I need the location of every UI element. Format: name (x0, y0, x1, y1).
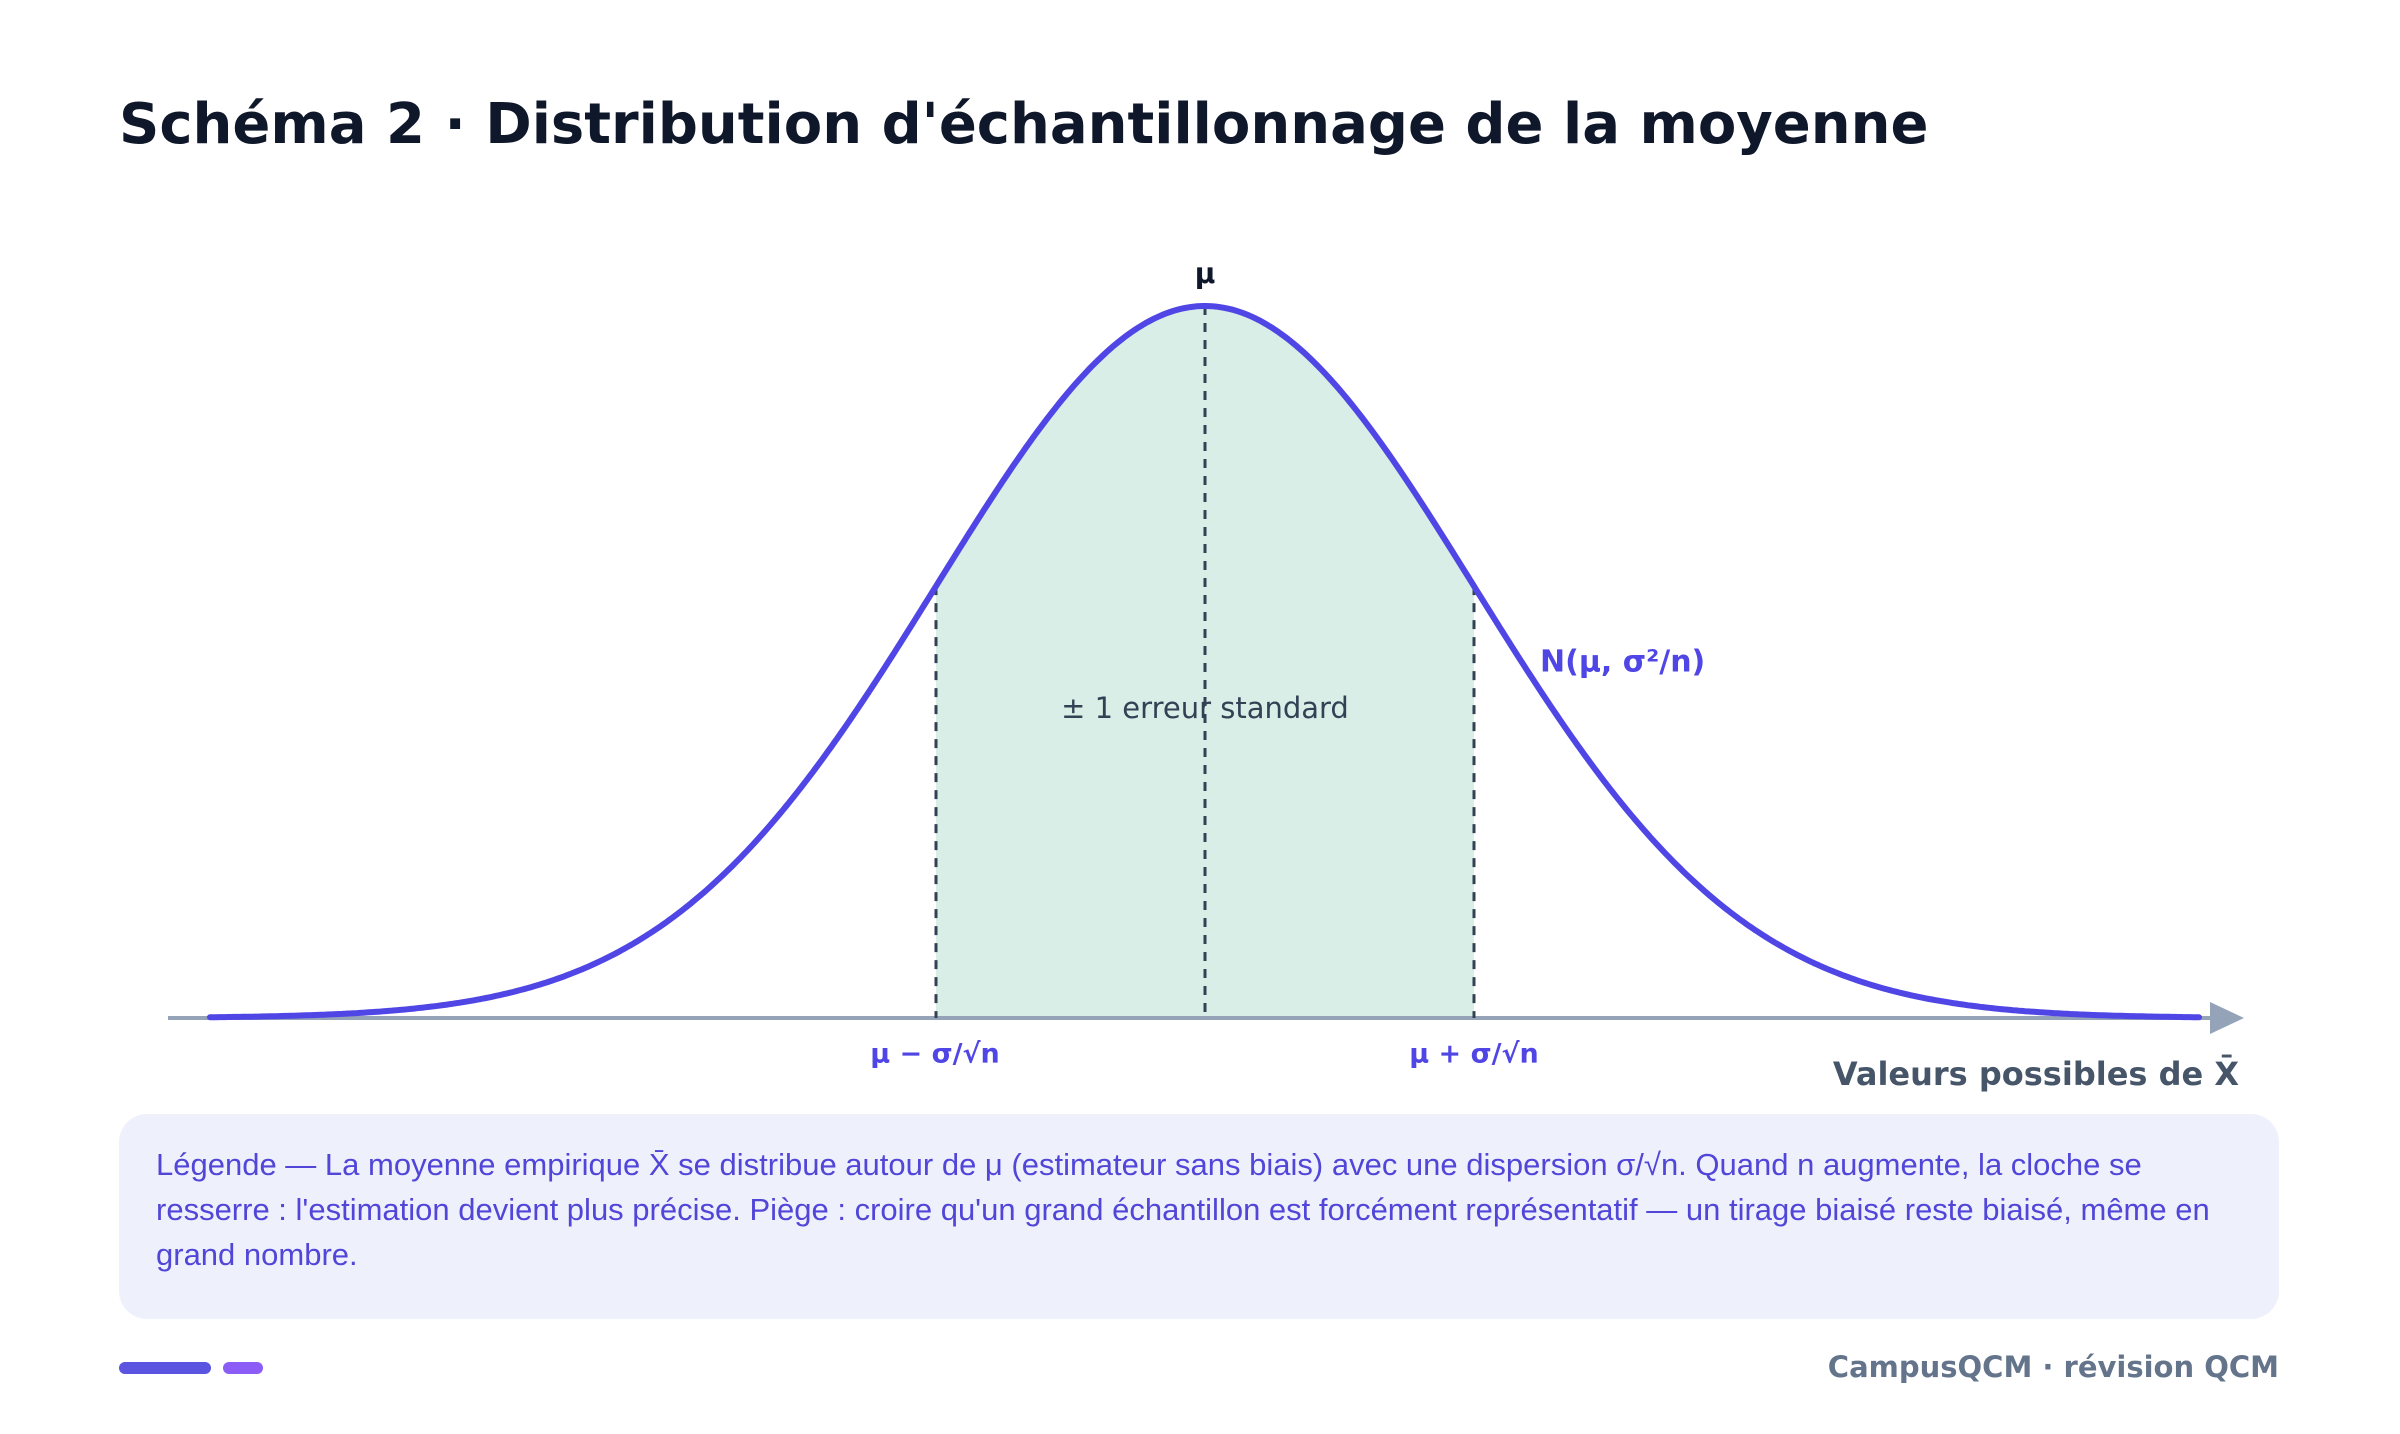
upper-label: μ + σ/√n (1409, 1039, 1538, 1070)
axis-arrow (2210, 1002, 2244, 1034)
title: Schéma 2 · Distribution d'échantillonnag… (119, 92, 1929, 157)
bell-curve (207, 303, 2202, 1021)
mean-label: μ (1195, 257, 1216, 290)
curve-label: N(μ, σ²/n) (1540, 645, 1705, 680)
footer-text: CampusQCM · révision QCM (1828, 1350, 2279, 1384)
footer-bar (119, 1362, 211, 1374)
diagram (168, 303, 2244, 1034)
legend-text: Légende — La moyenne empirique X̄ se dis… (119, 1114, 2279, 1319)
legend: Légende — La moyenne empirique X̄ se dis… (119, 1114, 2279, 1319)
footer-bar (223, 1362, 263, 1374)
axis-label: Valeurs possibles de X̄ (1833, 1055, 2240, 1093)
band-label: ± 1 erreur standard (1061, 691, 1349, 725)
shaded-band (936, 306, 1474, 1019)
lower-label: μ − σ/√n (870, 1039, 999, 1070)
